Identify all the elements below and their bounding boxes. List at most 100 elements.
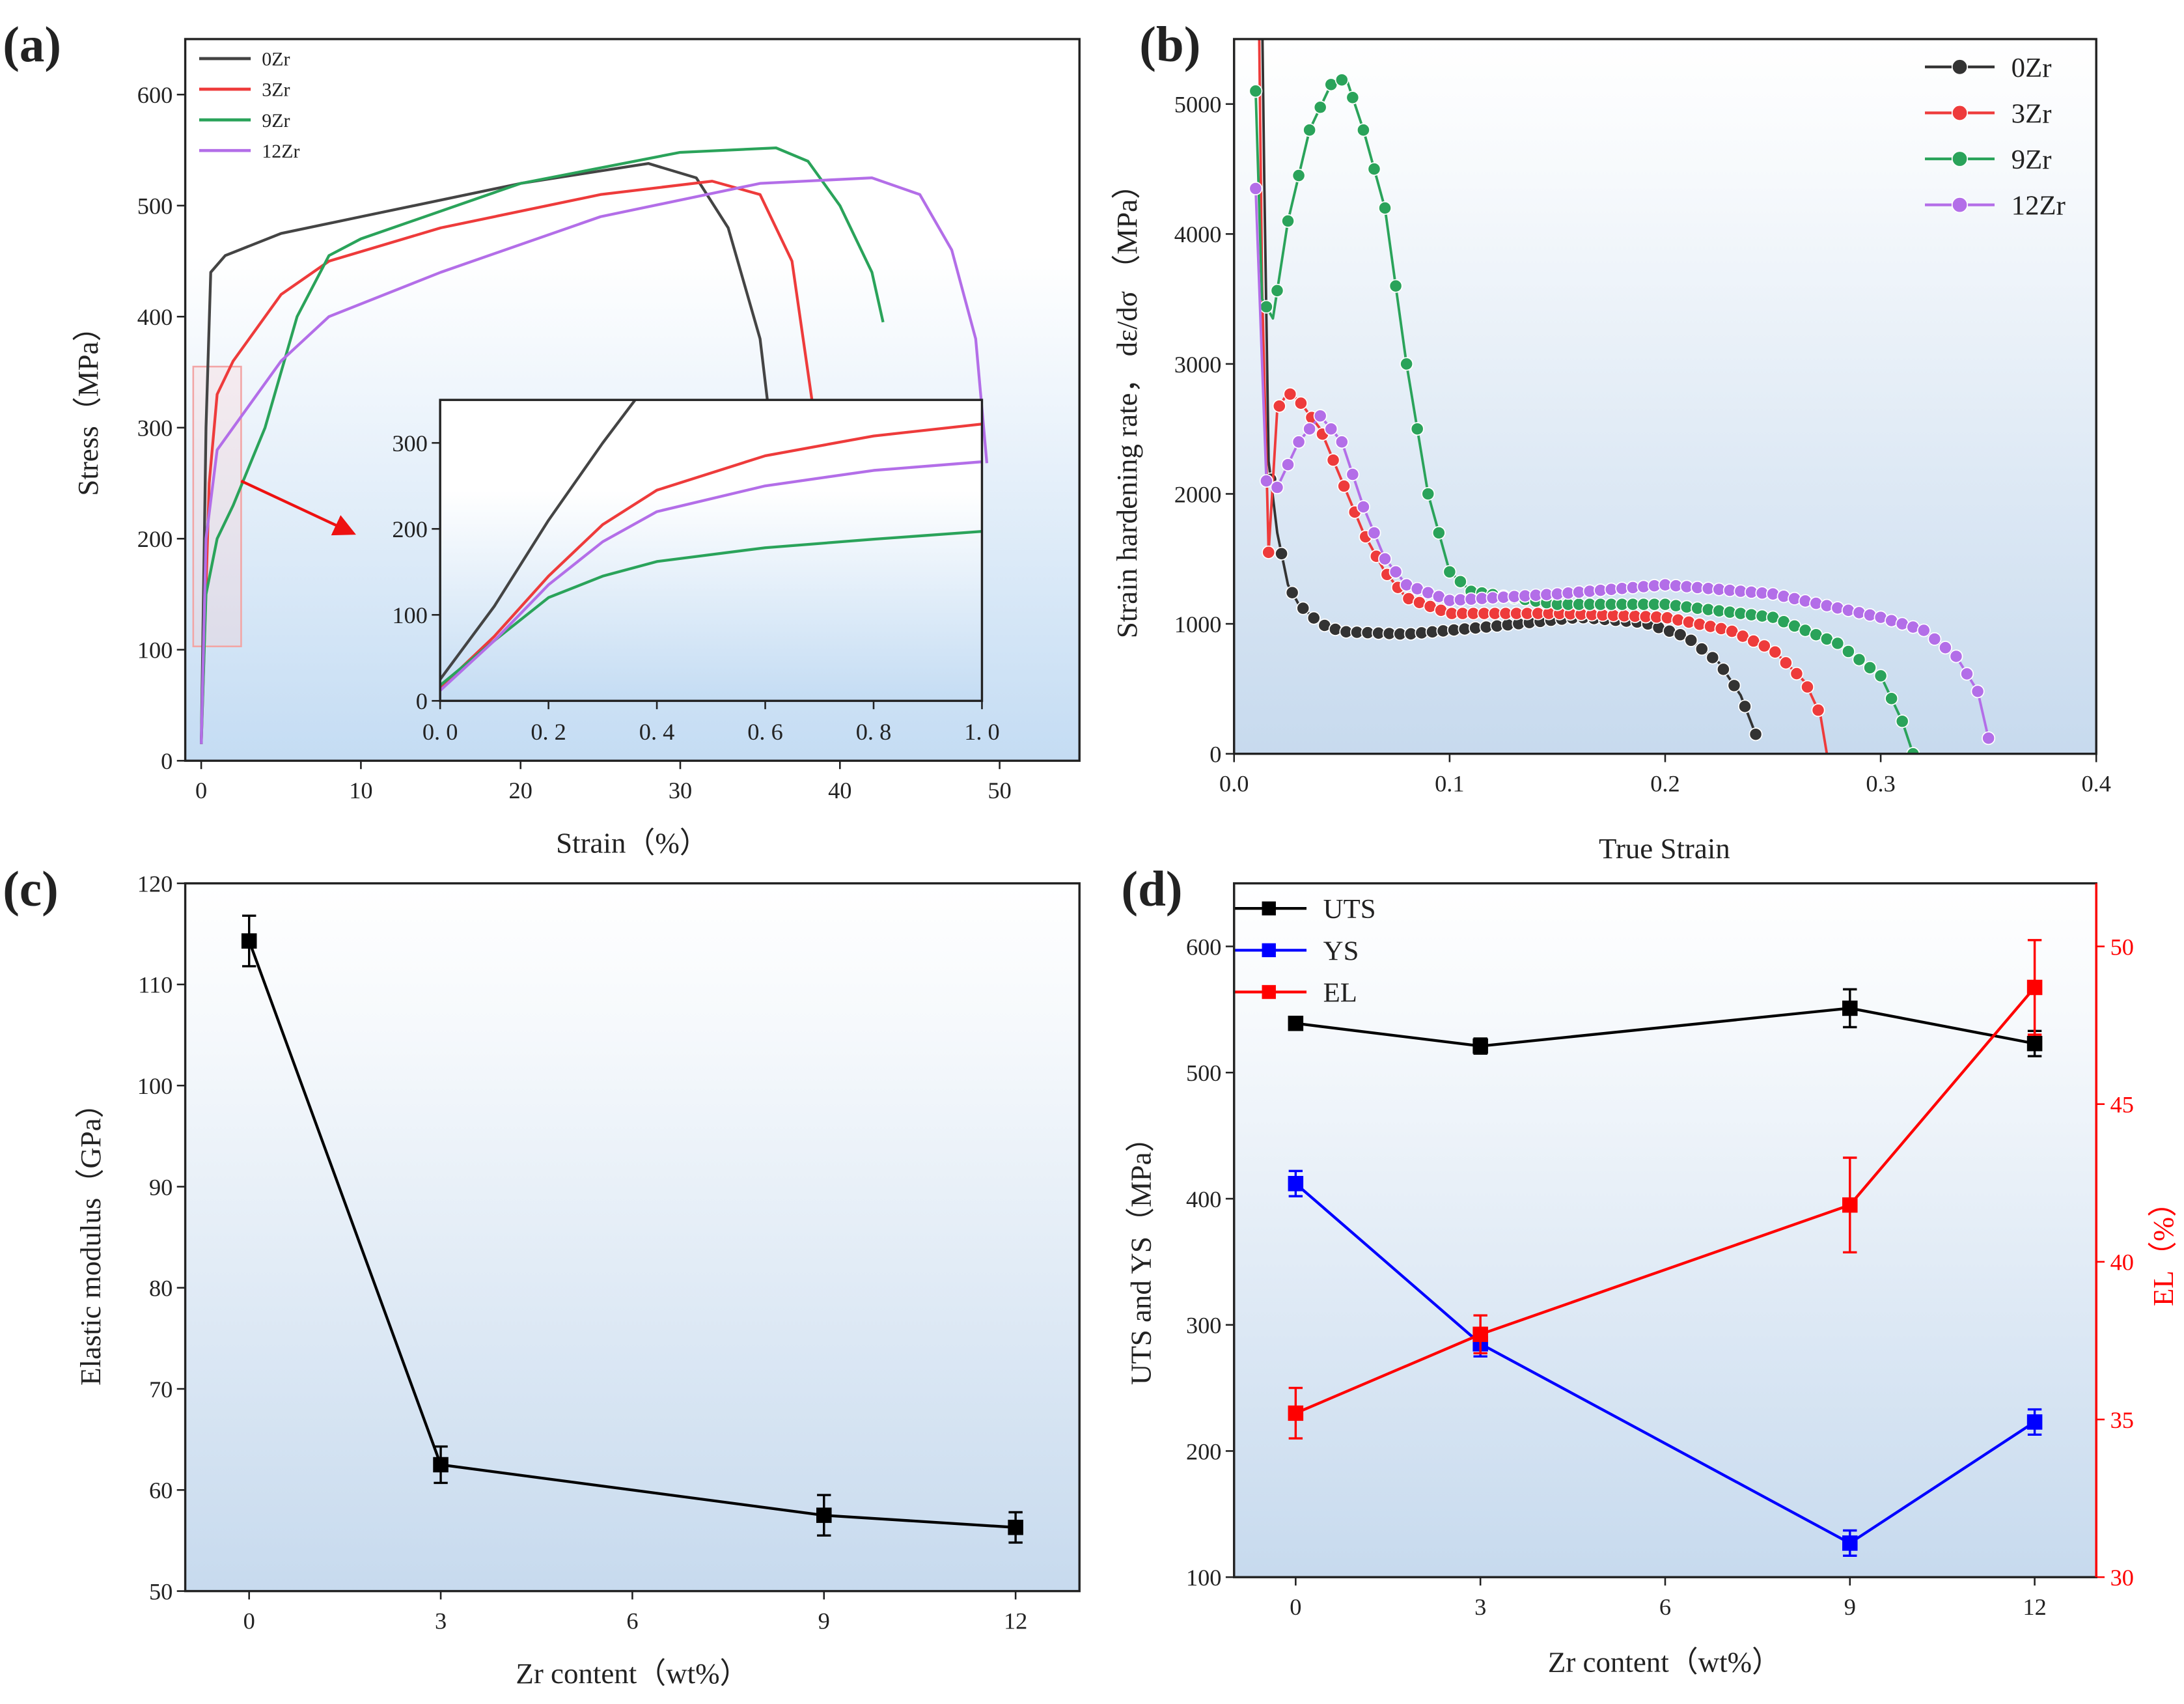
plot-frame [439, 398, 984, 703]
x-tick-label: 9 [1844, 1594, 1856, 1620]
x-axis-title-b: True Strain [1599, 832, 1730, 865]
marker-12Zr [1292, 435, 1306, 449]
point-UTS [1288, 1015, 1304, 1031]
marker-12Zr [1334, 435, 1349, 449]
x-tick-label: 10 [349, 777, 372, 803]
marker-12Zr [1356, 499, 1370, 514]
x-tick-label: 0. 2 [531, 719, 566, 745]
x-tick-label: 0. 8 [856, 719, 892, 745]
x-tick-label: 12 [2023, 1594, 2046, 1620]
point-modulus [816, 1507, 832, 1523]
point-UTS [2026, 1035, 2043, 1052]
x-tick-label: 20 [509, 777, 532, 803]
marker-9Zr [1906, 747, 1920, 754]
x-tick-label: 0.1 [1435, 770, 1464, 796]
inset-curve-3Zr [440, 423, 982, 689]
legend-label-12Zr: 12Zr [262, 141, 299, 162]
line-YS [1294, 1182, 2036, 1545]
y-tick-label: 300 [1186, 1313, 1222, 1339]
marker-9Zr [1421, 487, 1435, 501]
marker-9Zr [1453, 574, 1467, 589]
y2-tick-label: 40 [2110, 1250, 2134, 1276]
marker-9Zr [1831, 636, 1845, 650]
panel-d-strength-elongation: 0 3 6 9 12 100 200 300 400 500 600 30 35 40 45 50 UTS YS E… [1186, 882, 2134, 1620]
marker-9Zr [1841, 645, 1855, 658]
inset-curve-12Zr [440, 460, 982, 692]
marker-9Zr [1863, 660, 1877, 675]
marker-12Zr [1249, 182, 1263, 195]
plot-background [1234, 883, 2097, 1578]
y-tick-label: 500 [1186, 1060, 1222, 1086]
y-tick-label: 70 [149, 1376, 173, 1403]
y-axis-title-c: Elastic modulus（GPa） [74, 1089, 107, 1385]
plot-frame [1233, 38, 2097, 755]
marker-9Zr [1431, 525, 1446, 540]
y-tick-label: 600 [137, 82, 173, 108]
point-UTS [1842, 1000, 1858, 1016]
legend-label-YS: YS [1323, 936, 1359, 966]
marker-12Zr [1960, 667, 1974, 681]
point-EL [1288, 1405, 1304, 1421]
marker-0Zr [1694, 642, 1709, 656]
y-tick-label: 0 [1209, 741, 1221, 767]
legend-marker-12Zr [1951, 197, 1969, 214]
y-tick-label: 110 [138, 972, 173, 998]
y2-axis-title-d: EL（%） [2147, 1188, 2179, 1306]
y-tick-label: 300 [137, 415, 173, 441]
x-tick-label: 0 [195, 777, 207, 803]
marker-3Zr [1272, 399, 1286, 413]
point-YS [1288, 1175, 1304, 1192]
y2-tick-label: 30 [2110, 1565, 2134, 1591]
x-tick-label: 0.4 [2081, 770, 2110, 796]
curve-9Zr [200, 146, 885, 744]
y-tick-label: 50 [149, 1578, 173, 1604]
panel-c-elastic-modulus: 0 3 6 9 12 50 60 70 80 90 100 110 120 [137, 871, 1081, 1634]
marker-12Zr [1303, 422, 1317, 436]
legend-label-0Zr: 0Zr [2011, 53, 2052, 83]
inset-curve-9Zr [440, 530, 982, 687]
curve-3Zr [200, 180, 814, 744]
marker-0Zr [1306, 611, 1321, 625]
plot-background [1234, 39, 2097, 754]
marker-3Zr [1801, 680, 1814, 694]
curve-12Zr [200, 176, 989, 744]
marker-9Zr [1270, 283, 1284, 298]
y-tick-label: 3000 [1174, 352, 1222, 378]
x-tick-label: 50 [988, 777, 1011, 803]
y-tick-label: 200 [1186, 1438, 1222, 1464]
x-tick-label: 0.0 [1219, 770, 1249, 796]
y-tick-label: 60 [149, 1477, 173, 1503]
y2-tick-label: 50 [2110, 934, 2134, 960]
marker-9Zr [1885, 691, 1899, 706]
inset-curve-0Zr [440, 400, 637, 680]
marker-9Zr [1873, 669, 1888, 683]
marker-3Zr [1337, 479, 1351, 494]
marker-12Zr [1938, 641, 1952, 655]
legend-label-UTS: UTS [1323, 894, 1376, 925]
point-EL [1842, 1197, 1858, 1213]
marker-12Zr [1982, 731, 1996, 746]
marker-12Zr [1367, 525, 1381, 540]
marker-12Zr [1949, 649, 1963, 663]
point-modulus [433, 1457, 449, 1473]
marker-3Zr [1811, 703, 1825, 718]
line-EL [1295, 986, 2036, 1415]
marker-0Zr [1738, 699, 1752, 714]
y-tick-label: 100 [392, 602, 428, 628]
x-axis-title-a: Strain（%） [556, 827, 709, 859]
plot-frame [184, 882, 1081, 1593]
y-axis-title-a: Stress（MPa） [72, 313, 104, 496]
plot-background [440, 400, 982, 701]
legend-label-12Zr: 12Zr [2011, 191, 2066, 221]
legend-marker-YS [1262, 943, 1276, 958]
x-tick-label: 6 [1659, 1594, 1671, 1620]
marker-0Zr [1727, 678, 1741, 693]
marker-9Zr [1895, 714, 1909, 729]
legend-label-3Zr: 3Zr [2011, 98, 2052, 129]
marker-9Zr [1356, 123, 1370, 137]
marker-3Zr [1757, 639, 1771, 653]
line-UTS [1295, 1007, 2036, 1048]
x-tick-label: 0 [1290, 1594, 1301, 1620]
